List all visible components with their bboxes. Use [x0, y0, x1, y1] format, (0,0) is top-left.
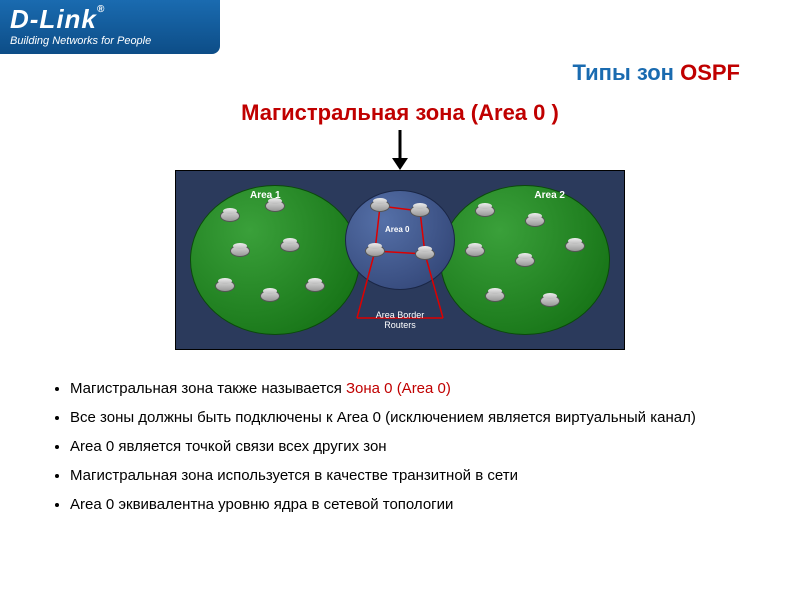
router-icon: [475, 205, 495, 217]
router-icon: [280, 240, 300, 252]
router-icon: [410, 205, 430, 217]
bullet-text: Магистральная зона также называется: [70, 380, 346, 397]
router-icon: [230, 245, 250, 257]
bullet-text: Area 0 является точкой связи всех других…: [70, 438, 387, 455]
page-title: Типы зон OSPF: [573, 60, 740, 86]
router-icon: [220, 210, 240, 222]
arrow-down-icon: [390, 130, 410, 170]
bullet-item: Все зоны должны быть подключены к Area 0…: [70, 409, 750, 426]
bullet-highlight: Зона 0 (Area 0): [346, 380, 451, 397]
bullet-text: Все зоны должны быть подключены к Area 0…: [70, 409, 696, 426]
router-icon: [260, 290, 280, 302]
logo-reg: ®: [97, 4, 105, 15]
bullet-item: Area 0 является точкой связи всех других…: [70, 438, 750, 455]
logo-tagline: Building Networks for People: [10, 35, 210, 47]
bullet-item: Area 0 эквивалентна уровню ядра в сетево…: [70, 496, 750, 513]
title-word2: OSPF: [680, 60, 740, 85]
router-icon: [465, 245, 485, 257]
bullet-item: Магистральная зона также называется Зона…: [70, 380, 750, 397]
router-icon: [370, 200, 390, 212]
logo-text: D-Link: [10, 4, 97, 34]
router-icon: [365, 245, 385, 257]
title-word1: Типы зон: [573, 60, 681, 85]
bullet-text: Area 0 эквивалентна уровню ядра в сетево…: [70, 496, 453, 513]
ospf-diagram: Area 1 Area 2 Area 0 Area Border Routers: [175, 170, 625, 350]
router-icon: [215, 280, 235, 292]
bullet-item: Магистральная зона используется в качест…: [70, 467, 750, 484]
router-icon: [525, 215, 545, 227]
router-icon: [305, 280, 325, 292]
router-icon: [415, 248, 435, 260]
router-icon: [265, 200, 285, 212]
bullet-list: Магистральная зона также называется Зона…: [50, 380, 750, 525]
router-icon: [565, 240, 585, 252]
logo-bar: D-Link® Building Networks for People: [0, 0, 220, 54]
subtitle: Магистральная зона (Area 0 ): [0, 100, 800, 126]
logo-brand: D-Link®: [10, 4, 210, 35]
router-icon: [540, 295, 560, 307]
router-icon: [485, 290, 505, 302]
abr-label: Area Border Routers: [360, 310, 440, 330]
router-icon: [515, 255, 535, 267]
bullet-text: Магистральная зона используется в качест…: [70, 467, 518, 484]
